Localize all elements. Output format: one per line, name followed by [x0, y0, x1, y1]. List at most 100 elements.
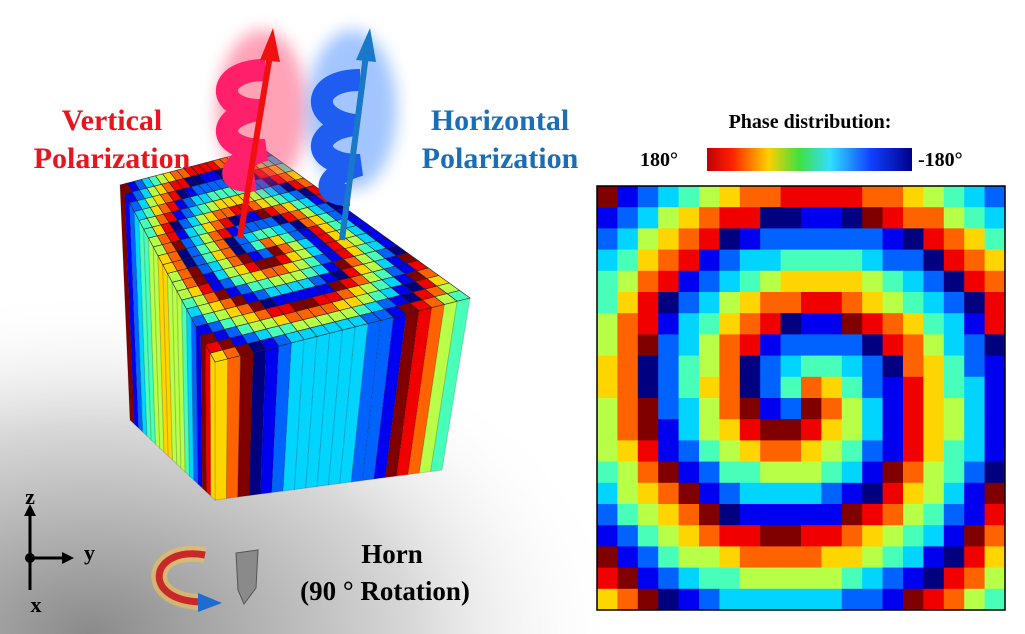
phase-cell: [617, 313, 639, 335]
phase-cell: [597, 482, 618, 505]
phase-cell: [984, 292, 1006, 314]
phase-cell: [801, 292, 822, 314]
phase-cell: [903, 186, 924, 208]
phase-cell: [760, 207, 782, 229]
phase-cell: [597, 292, 618, 314]
phase-cell: [964, 419, 986, 441]
phase-cell: [780, 461, 802, 484]
phase-cell: [719, 588, 741, 611]
phase-cell: [699, 461, 720, 484]
phase-cell: [780, 504, 802, 526]
phase-cell: [964, 207, 986, 229]
phase-cell: [739, 292, 761, 314]
phase-cell: [617, 482, 639, 505]
phase-cell: [964, 567, 986, 590]
phase-cell: [719, 313, 741, 335]
phase-cell: [821, 419, 843, 441]
colorbar: [707, 148, 912, 171]
phase-cell: [637, 419, 659, 441]
phase-cell: [801, 546, 822, 569]
phase-cell: [719, 270, 741, 293]
phase-cell: [923, 228, 945, 251]
phase-cell: [882, 482, 904, 505]
phase-cell: [841, 546, 863, 569]
phase-cell: [984, 525, 1006, 547]
phase-cell: [821, 228, 843, 251]
phase-cell: [597, 419, 618, 441]
phase-cell: [882, 376, 904, 399]
phase-cell: [862, 567, 884, 590]
phase-cell: [862, 228, 884, 251]
phase-title: Phase distribution:: [729, 111, 892, 133]
phase-cell: [943, 398, 965, 420]
phase-cell: [862, 440, 884, 463]
helix: [310, 69, 364, 206]
phase-map: [597, 186, 1006, 611]
phase-cell: [923, 186, 945, 208]
top-cell: [446, 290, 471, 302]
phase-cell: [719, 376, 741, 399]
phase-cell: [597, 504, 618, 526]
phase-cell: [862, 504, 884, 526]
phase-cell: [760, 440, 782, 463]
phase-cell: [943, 588, 965, 611]
phase-cell: [637, 588, 659, 611]
phase-cell: [943, 546, 965, 569]
phase-cell: [658, 546, 680, 569]
phase-cell: [964, 228, 986, 251]
phase-cell: [780, 207, 802, 229]
phase-cell: [739, 419, 761, 441]
phase-frame: [596, 185, 1006, 611]
phase-cell: [801, 419, 822, 441]
phase-cell: [617, 546, 639, 569]
phase-cell: [780, 334, 802, 357]
phase-cell: [719, 419, 741, 441]
phase-cell: [658, 588, 680, 611]
phase-cell: [760, 398, 782, 420]
phase-cell: [658, 186, 680, 208]
phase-cell: [841, 588, 863, 611]
phase-cell: [984, 440, 1006, 463]
phase-cell: [780, 419, 802, 441]
phase-cell: [923, 482, 945, 505]
phase-cell: [943, 292, 965, 314]
phase-cell: [760, 504, 782, 526]
phase-cell: [862, 207, 884, 229]
phase-cell: [637, 334, 659, 357]
phase-cell: [984, 376, 1006, 399]
phase-cell: [658, 504, 680, 526]
phase-cell: [597, 228, 618, 251]
arrow: [237, 54, 273, 239]
horn-icon: [235, 549, 259, 605]
phase-cell: [943, 355, 965, 378]
phase-cell: [964, 355, 986, 378]
phase-cell: [780, 440, 802, 463]
phase-cell: [984, 207, 1006, 229]
phase-cell: [984, 482, 1006, 505]
phase-cell: [699, 504, 720, 526]
phase-cell: [964, 334, 986, 357]
phase-cell: [637, 292, 659, 314]
phase-cell: [964, 504, 986, 526]
phase-cell: [658, 440, 680, 463]
phase-cell: [943, 334, 965, 357]
phase-cell: [801, 270, 822, 293]
phase-cell: [597, 376, 618, 399]
phase-cell: [739, 270, 761, 293]
phase-cell: [637, 567, 659, 590]
phase-cell: [984, 186, 1006, 208]
phase-cell: [719, 504, 741, 526]
phase-cell: [821, 504, 843, 526]
phase-cell: [903, 292, 924, 314]
phase-cell: [903, 398, 924, 420]
phase-cell: [719, 207, 741, 229]
phase-cell: [780, 249, 802, 272]
phase-cell: [637, 249, 659, 272]
phase-cell: [637, 398, 659, 420]
phase-cell: [780, 228, 802, 251]
phase-cell: [964, 186, 986, 208]
phase-cell: [699, 228, 720, 251]
axis-label: z: [25, 484, 35, 509]
phase-cell: [658, 228, 680, 251]
phase-cell: [882, 504, 904, 526]
